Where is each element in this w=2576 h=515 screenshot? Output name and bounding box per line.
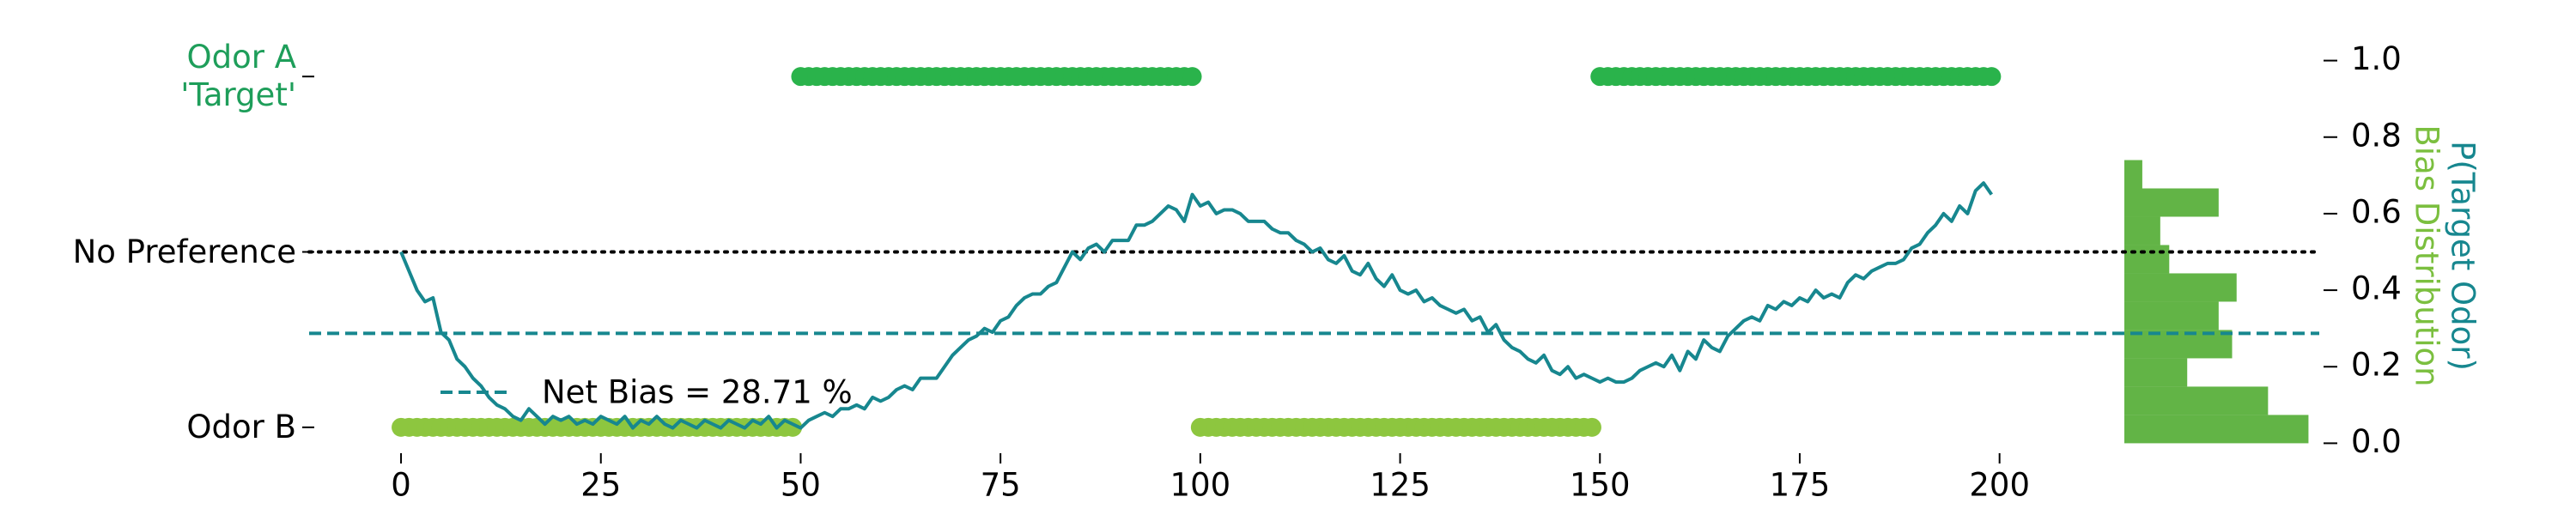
- x-tick-label: 125: [1370, 467, 1431, 504]
- histogram-bar: [2124, 160, 2142, 189]
- y2-tick-label: 0.8: [2351, 117, 2402, 154]
- x-tick-label: 50: [781, 467, 821, 504]
- odor-dot: [1582, 417, 1601, 437]
- y-tick-label: No Preference: [72, 233, 296, 270]
- y-tick-label: Odor B: [186, 408, 296, 445]
- odor-dot: [1182, 67, 1202, 87]
- x-tick-label: 100: [1170, 467, 1231, 504]
- y2-tick-label: 0.2: [2351, 347, 2402, 384]
- y2-tick-label: 0.0: [2351, 423, 2402, 460]
- y2-tick-label: 0.4: [2351, 270, 2402, 307]
- line-series: [399, 181, 1994, 430]
- x-tick-label: 200: [1969, 467, 2030, 504]
- histogram-bar: [2124, 273, 2237, 302]
- histogram-bar: [2124, 188, 2219, 217]
- histogram-bar: [2124, 216, 2160, 245]
- histogram-bar: [2124, 415, 2309, 444]
- legend-label: Net Bias = 28.71 %: [542, 374, 853, 411]
- histogram-bar: [2124, 301, 2219, 330]
- y2-axis-label: P(Target Odor): [2445, 141, 2482, 371]
- x-tick-label: 25: [580, 467, 621, 504]
- histogram-bar: [2124, 358, 2188, 387]
- y2-axis-label-secondary: Bias Distribution: [2409, 124, 2445, 386]
- x-tick-label: 175: [1770, 467, 1831, 504]
- histogram-bar: [2124, 245, 2170, 274]
- x-tick-label: 0: [391, 467, 411, 504]
- y2-tick-label: 0.6: [2351, 193, 2402, 230]
- odor-dot: [1982, 67, 2002, 87]
- y-tick-label: Odor A 'Target': [180, 39, 296, 114]
- x-tick-label: 150: [1570, 467, 1631, 504]
- y2-tick-label: 1.0: [2351, 40, 2402, 77]
- x-tick-label: 75: [981, 467, 1021, 504]
- histogram-bar: [2124, 386, 2269, 415]
